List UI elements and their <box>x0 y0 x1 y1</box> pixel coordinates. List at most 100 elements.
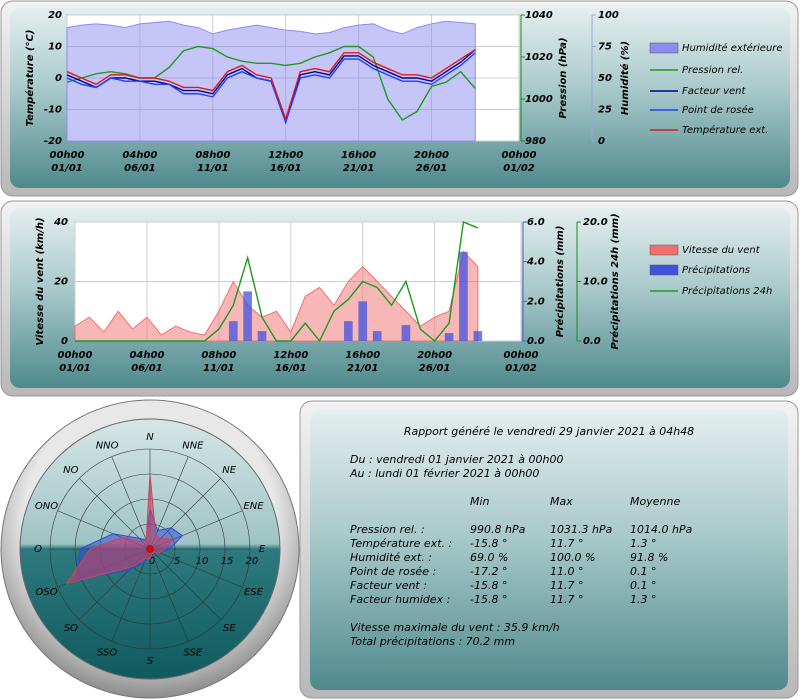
y3-axis-label: Précipitations 24h (mm) <box>609 213 621 349</box>
y-axis-label: Température (°C) <box>24 30 36 127</box>
row-label: Pression rel. : <box>350 523 425 536</box>
x-tick-label: 21/01 <box>343 163 374 174</box>
x-tick-label: 11/01 <box>197 163 228 174</box>
spoke <box>111 548 151 642</box>
direction-label: SSE <box>184 647 203 658</box>
legend-label: Vitesse du vent <box>682 245 761 256</box>
cell: 69.0 % <box>470 551 508 564</box>
bar <box>473 331 483 341</box>
y3-tick-label: 20.0 <box>583 217 608 228</box>
cell: 0.1 ° <box>630 565 657 578</box>
x-tick-label: 01/01 <box>51 163 82 174</box>
x-tick-time: 00h00 <box>504 350 539 361</box>
x-tick-label: 21/01 <box>347 363 378 374</box>
x-tick-label: 16/01 <box>270 163 301 174</box>
column-header: Max <box>550 495 573 508</box>
direction-label: NNO <box>96 441 119 452</box>
bar <box>344 321 353 341</box>
r-tick-label: 0 <box>149 556 155 567</box>
x-tick-time: 00h00 <box>58 350 93 361</box>
report-wind-max: Vitesse maximale du vent : 35.9 km/h <box>350 621 560 634</box>
y-tick-label: 20 <box>48 10 62 21</box>
bar <box>372 331 382 341</box>
cell: 1.3 ° <box>630 593 657 606</box>
y3-axis-label: Humidité (%) <box>619 41 631 115</box>
row-label: Facteur vent : <box>350 579 427 592</box>
direction-label: SSO <box>97 647 117 658</box>
y3-tick-label: 50 <box>598 73 612 84</box>
x-tick-label: 01/02 <box>503 163 535 174</box>
y-tick-label: 0 <box>55 73 62 84</box>
area <box>74 250 479 342</box>
line <box>75 221 479 343</box>
legend-label: Précipitations <box>682 264 750 276</box>
x-tick-time: 16h00 <box>345 350 380 361</box>
r-tick-label: 20 <box>246 556 259 567</box>
cell: 11.7 ° <box>550 579 584 592</box>
x-tick-label: 26/01 <box>416 163 447 174</box>
x-tick-time: 04h00 <box>129 350 164 361</box>
y-tick-label: 40 <box>53 217 68 228</box>
cell: 100.0 % <box>550 551 595 564</box>
cell: -15.8 ° <box>470 593 507 606</box>
row-label: Point de rosée : <box>350 565 436 578</box>
direction-label: S <box>147 656 154 667</box>
bar <box>459 251 468 341</box>
x-tick-time: 00h00 <box>502 150 537 161</box>
cell: 11.7 ° <box>550 537 584 550</box>
cell: -17.2 ° <box>470 565 507 578</box>
y3-tick-label: 75 <box>598 42 612 53</box>
y3-tick-label: 0.0 <box>583 336 601 347</box>
rose-area <box>65 473 175 585</box>
legend-label: Température ext. <box>682 124 768 136</box>
cell: 990.8 hPa <box>470 523 526 536</box>
y3-tick-label: 100 <box>598 10 619 21</box>
y-tick-label: 0 <box>61 336 68 347</box>
line <box>66 52 476 125</box>
x-tick-label: 01/01 <box>59 363 90 374</box>
panel <box>310 410 788 690</box>
y-tick-label: 10 <box>48 42 62 53</box>
direction-label: E <box>259 544 266 555</box>
cell: -15.8 ° <box>470 537 507 550</box>
spoke <box>149 548 221 620</box>
x-tick-label: 01/02 <box>505 363 537 374</box>
direction-label: NE <box>222 465 236 476</box>
r-tick-label: 10 <box>196 556 209 567</box>
legend-swatch <box>649 42 679 54</box>
y2-tick-label: 0.0 <box>527 336 545 347</box>
x-tick-time: 08h00 <box>201 350 236 361</box>
y2-tick-label: 2.0 <box>527 296 545 307</box>
x-tick-label: 26/01 <box>419 363 450 374</box>
direction-label: ESE <box>244 587 264 598</box>
x-tick-time: 12h00 <box>268 150 303 161</box>
r-tick-label: 5 <box>174 556 180 567</box>
report-to: Au : lundi 01 février 2021 à 00h00 <box>349 467 539 480</box>
y2-tick-label: 1000 <box>525 94 553 105</box>
y3-tick-label: 0 <box>598 136 605 147</box>
report-title: Rapport généré le vendredi 29 janvier 20… <box>404 425 694 438</box>
report: Rapport généré le vendredi 29 janvier 20… <box>349 425 694 648</box>
x-tick-time: 20h00 <box>414 150 449 161</box>
legend-swatch <box>649 244 679 256</box>
y3-tick-label: 10.0 <box>583 277 608 288</box>
direction-label: NO <box>63 465 78 476</box>
y-tick-label: 20 <box>54 277 68 288</box>
y-tick-label: -10 <box>44 105 62 116</box>
cell: 1014.0 hPa <box>630 523 693 536</box>
bar <box>257 331 267 341</box>
x-tick-label: 06/01 <box>124 163 155 174</box>
direction-label: ENE <box>243 501 264 512</box>
column-header: Min <box>470 495 490 508</box>
direction-label: NNE <box>182 441 204 452</box>
y-axis-label: Vitesse du vent (km/h) <box>35 217 46 345</box>
x-tick-time: 12h00 <box>273 350 308 361</box>
cell: 11.0 ° <box>550 565 584 578</box>
cell: 91.8 % <box>630 551 668 564</box>
row-label: Température ext. : <box>350 537 452 550</box>
bar <box>228 321 238 341</box>
y-tick-label: -20 <box>44 136 62 147</box>
y2-tick-label: 1040 <box>525 10 553 21</box>
x-tick-label: 16/01 <box>275 363 306 374</box>
